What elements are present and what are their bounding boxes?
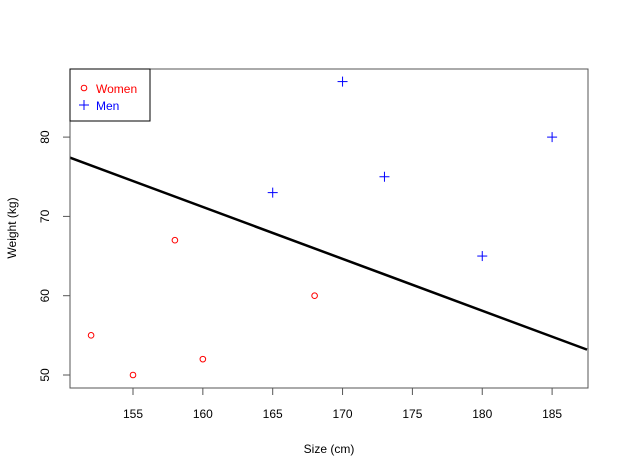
- data-point-men: [337, 76, 348, 87]
- x-tick-label: 180: [472, 407, 492, 421]
- x-tick-label: 165: [263, 407, 283, 421]
- circle-marker-icon: [80, 84, 88, 92]
- x-axis: 155 160 165 170 175 180 185: [123, 388, 562, 421]
- y-axis-label: Weight (kg): [5, 197, 19, 258]
- y-axis: 50 60 70 80: [38, 130, 70, 382]
- plot-area: [69, 76, 588, 379]
- data-point-women: [87, 332, 95, 339]
- legend-label-men: Men: [96, 99, 119, 113]
- y-tick-label: 50: [38, 368, 52, 382]
- y-tick-label: 80: [38, 130, 52, 144]
- x-tick-label: 170: [333, 407, 353, 421]
- data-point-men: [379, 171, 390, 182]
- x-axis-label: Size (cm): [304, 442, 355, 456]
- x-tick-label: 175: [402, 407, 422, 421]
- x-tick-label: 185: [542, 407, 562, 421]
- data-point-women: [199, 355, 207, 363]
- x-tick-label: 160: [193, 407, 213, 421]
- data-point-women: [171, 236, 179, 244]
- plot-frame: [69, 68, 589, 389]
- y-tick-label: 70: [38, 209, 52, 223]
- x-tick-label: 155: [123, 407, 143, 421]
- data-point-men: [477, 251, 488, 262]
- legend-label-women: Women: [96, 82, 137, 96]
- data-point-women: [129, 371, 137, 379]
- data-point-men: [267, 187, 278, 198]
- legend-box: [69, 68, 151, 122]
- y-tick-label: 60: [38, 289, 52, 303]
- data-point-women: [311, 292, 318, 300]
- legend: Women Men: [69, 68, 151, 122]
- data-point-men: [547, 132, 558, 143]
- plus-marker-icon: [79, 100, 89, 110]
- regression-line: [69, 156, 588, 351]
